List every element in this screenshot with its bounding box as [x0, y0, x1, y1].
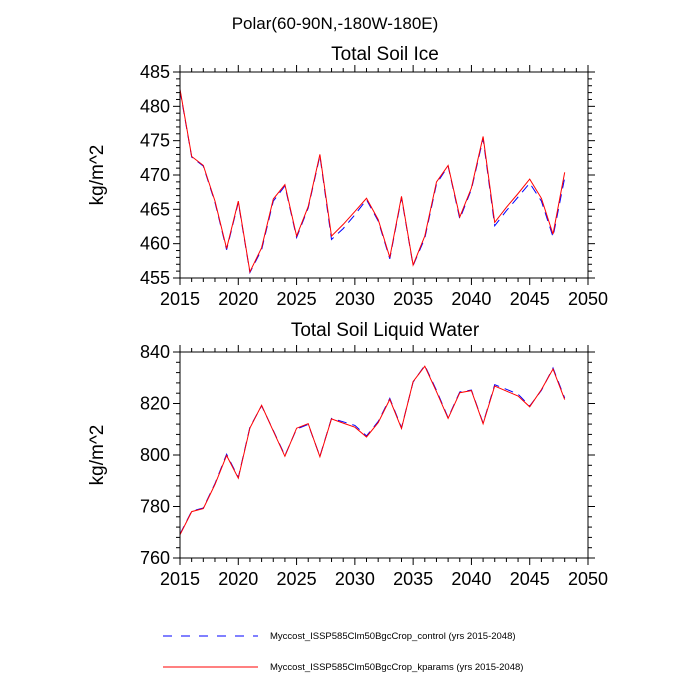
x-tick-label: 2040: [451, 289, 491, 309]
y-tick-label: 470: [140, 165, 170, 185]
axes-layer: 2015 2020 2025 2030 2035 2040 2045 2050 455 460 46…: [140, 62, 608, 309]
panel-total-soil-liquid-water: Total Soil Liquid Water 2015 2020 2025 2030…: [87, 320, 608, 589]
y-tick-label: 820: [140, 394, 170, 414]
y-tick-label: 840: [140, 342, 170, 362]
x-tick-label: 2035: [393, 289, 433, 309]
axes-layer: 2015 2020 2025 2030 2035 2040 2045 2050 760 780 80…: [140, 342, 608, 589]
y-tick-label: 760: [140, 548, 170, 568]
x-tick-label: 2030: [335, 289, 375, 309]
y-axis-label: kg/m^2: [87, 145, 108, 206]
y-tick-label: 465: [140, 199, 170, 219]
legend-label-control: Myccost_ISSP585Clm50BgcCrop_control (yrs…: [270, 631, 516, 642]
x-tick-label: 2015: [160, 289, 200, 309]
x-tick-label: 2015: [160, 569, 200, 589]
y-tick-label: 455: [140, 268, 170, 288]
panel-title: Total Soil Ice: [331, 44, 439, 65]
y-tick-label: 780: [140, 497, 170, 517]
legend-entry-kparams: Myccost_ISSP585Clm50BgcCrop_kparams (yrs…: [163, 662, 523, 673]
x-tick-label: 2025: [277, 569, 317, 589]
plot-frame: [179, 71, 589, 279]
x-tick-label: 2050: [568, 569, 608, 589]
x-tick-label: 2040: [451, 569, 491, 589]
x-tick-label: 2020: [218, 569, 258, 589]
x-tick-label: 2050: [568, 289, 608, 309]
x-tick-label: 2045: [510, 569, 550, 589]
figure-suptitle: Polar(60-90N,-180W-180E): [232, 14, 439, 33]
y-tick-label: 485: [140, 62, 170, 82]
y-tick-label: 460: [140, 234, 170, 254]
series-line-control: [179, 364, 566, 535]
series-line-kparams: [179, 89, 566, 274]
x-tick-label: 2030: [335, 569, 375, 589]
series-layer: [179, 89, 566, 275]
y-tick-label: 480: [140, 96, 170, 116]
y-tick-label: 475: [140, 131, 170, 151]
y-tick-label: 800: [140, 445, 170, 465]
x-tick-label: 2025: [277, 289, 317, 309]
series-line-kparams: [179, 365, 566, 536]
y-axis-label: kg/m^2: [87, 425, 108, 486]
legend: Myccost_ISSP585Clm50BgcCrop_control (yrs…: [163, 631, 523, 673]
x-tick-label: 2045: [510, 289, 550, 309]
legend-label-kparams: Myccost_ISSP585Clm50BgcCrop_kparams (yrs…: [270, 662, 523, 673]
series-layer: [179, 364, 566, 536]
series-line-control: [179, 90, 566, 275]
x-tick-label: 2035: [393, 569, 433, 589]
legend-entry-control: Myccost_ISSP585Clm50BgcCrop_control (yrs…: [163, 631, 516, 642]
panel-total-soil-ice: Total Soil Ice 2015 2020 2025 2030 2035 2040 2…: [87, 44, 608, 309]
x-tick-label: 2020: [218, 289, 258, 309]
panel-title: Total Soil Liquid Water: [291, 320, 480, 341]
plot-frame: [179, 351, 589, 559]
